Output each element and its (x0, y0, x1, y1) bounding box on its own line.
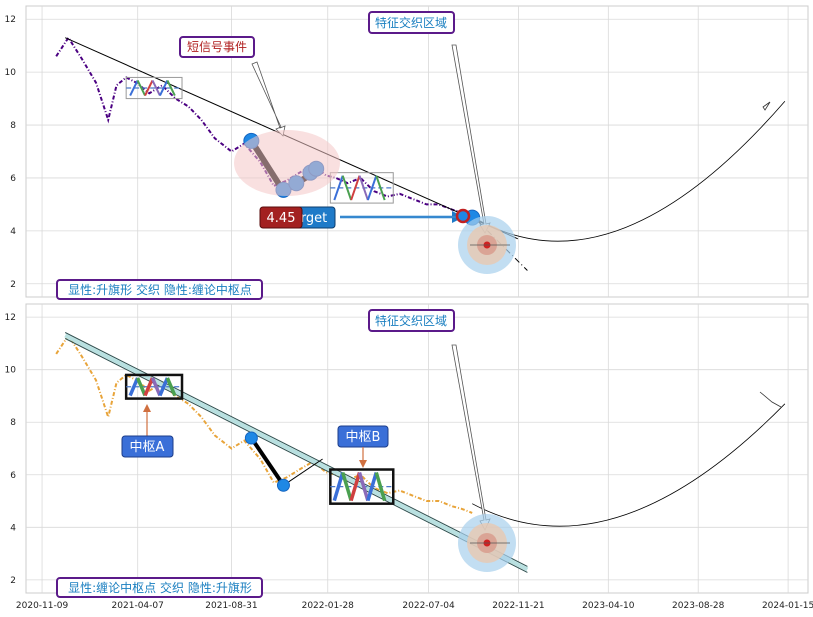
oscillation-segment (166, 79, 176, 97)
x-tick-label: 2024-01-15 (762, 601, 813, 611)
oscillation-segment (150, 377, 162, 397)
oscillation-segment (366, 175, 378, 201)
x-tick-label: 2023-04-10 (582, 601, 635, 611)
x-tick-label: 2021-08-31 (205, 601, 257, 611)
data-point (244, 431, 258, 445)
oscillation-segment (136, 79, 146, 97)
y-tick-label: 6 (10, 471, 16, 481)
channel-upper (64, 332, 528, 567)
top-region-label: 特征交织区域 (368, 11, 455, 34)
oscillation-segment (358, 175, 369, 201)
signal-ellipse (234, 130, 340, 196)
y-tick-label: 10 (5, 68, 17, 78)
oscillation-segment (357, 472, 370, 502)
y-tick-label: 4 (10, 523, 16, 533)
top-bottom-left-label: 显性:升旗形 交织 隐性:缠论中枢点 (56, 279, 263, 300)
oscillation-segment (341, 175, 353, 201)
y-tick-label: 12 (5, 313, 16, 323)
channel-lower (64, 338, 528, 573)
top-panel (25, 5, 809, 298)
projection-arrowhead-bottom (759, 391, 782, 408)
oscillation-segment (159, 79, 169, 97)
oscillation-segment (165, 377, 177, 397)
oscillation-segment (366, 472, 378, 502)
y-tick-label: 4 (10, 227, 16, 237)
oscillation-segment (158, 377, 170, 397)
label-b-text: 中枢B (346, 430, 381, 445)
top-region-label-text: 特征交织区域 (375, 15, 447, 30)
oscillation-segment (128, 377, 140, 397)
oscillation-segment (135, 377, 147, 397)
y-tick-label: 2 (10, 280, 16, 290)
label-b-group: 中枢B (337, 425, 389, 468)
data-point (276, 478, 290, 492)
current-price-marker (455, 208, 471, 224)
bottom-region-label: 特征交织区域 (368, 309, 455, 332)
y-tick-label: 12 (5, 15, 16, 25)
y-tick-label: 10 (5, 366, 17, 376)
series-line (55, 35, 473, 218)
x-tick-label: 2023-08-28 (672, 601, 725, 611)
target-badge-text: rget (301, 211, 327, 226)
oscillation-segment (333, 175, 344, 201)
target-badge: rget (292, 206, 336, 229)
oscillation-segment (375, 175, 386, 201)
oscillation-segment (151, 79, 161, 97)
label-a-text: 中枢A (130, 440, 165, 455)
price-badge: 4.45 (259, 206, 303, 229)
x-tick-label: 2022-11-21 (492, 601, 544, 611)
oscillation-segment (143, 377, 155, 397)
series-line (283, 458, 323, 486)
y-tick-label: 8 (10, 121, 16, 131)
bottom-region-label-text: 特征交织区域 (375, 313, 447, 328)
price-badge-text: 4.45 (267, 211, 296, 226)
oscillation-segment (349, 472, 362, 502)
oscillation-segment (144, 79, 154, 97)
x-tick-label: 2020-11-09 (16, 601, 69, 611)
y-tick-label: 8 (10, 418, 16, 428)
x-tick-label: 2022-07-04 (402, 601, 455, 611)
projection-curve (478, 100, 786, 242)
target-circles-bottom (458, 514, 516, 572)
series-line (249, 436, 286, 487)
oscillation-segment (332, 472, 345, 502)
x-tick-label: 2021-04-07 (112, 601, 164, 611)
bottom-bottom-left-label-text: 显性:缠论中枢点 交织 隐性:升旗形 (68, 580, 252, 595)
projection-arrowhead-top (762, 101, 771, 111)
y-tick-label: 6 (10, 174, 16, 184)
series-line (55, 333, 473, 514)
top-bottom-left-label-text: 显性:升旗形 交织 隐性:缠论中枢点 (68, 282, 252, 297)
oscillation-segment (341, 472, 353, 502)
y-tick-label: 2 (10, 576, 16, 586)
x-tick-label: 2022-01-28 (302, 601, 355, 611)
label-a-group: 中枢A (121, 404, 174, 458)
oscillation-segment (129, 79, 139, 97)
target-circles-top (458, 216, 516, 274)
tick-layer: 2 4 6 8 10 12 2 4 6 8 10 12 2020-11-09 2021-04-07 2021… (5, 15, 813, 611)
projection-curve (472, 403, 786, 527)
oscillation-segment (374, 472, 387, 502)
top-callout-short-signal: 短信号事件 (179, 36, 255, 58)
bottom-bottom-left-label: 显性:缠论中枢点 交织 隐性:升旗形 (56, 577, 263, 598)
oscillation-segment (350, 175, 361, 201)
callout-short-signal-text: 短信号事件 (187, 40, 247, 54)
